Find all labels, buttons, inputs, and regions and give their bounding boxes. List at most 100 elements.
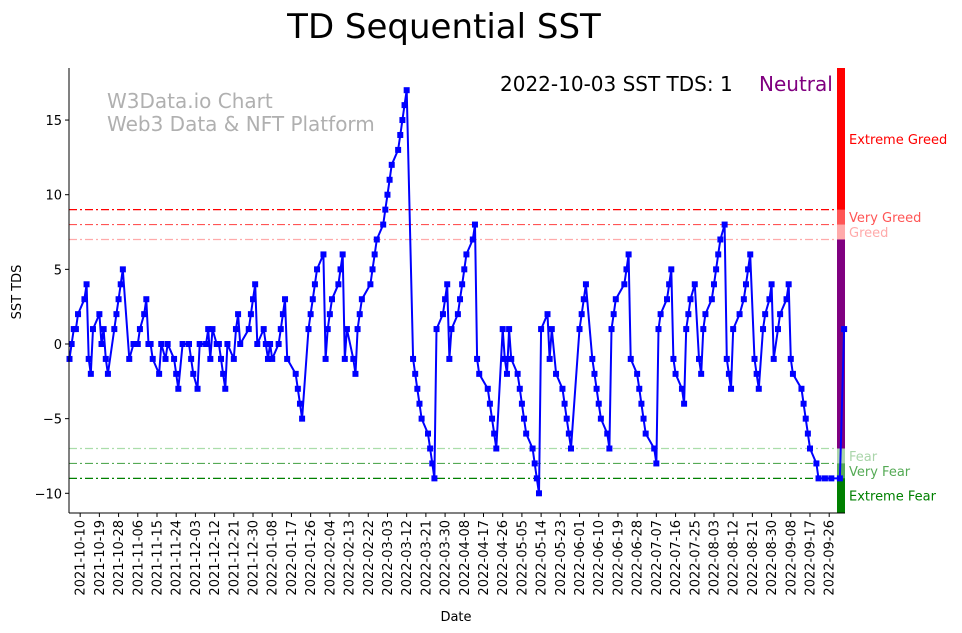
data-point [224,341,231,347]
data-point [745,266,752,273]
data-point [721,221,728,228]
data-point [72,326,79,333]
data-point [352,370,359,377]
x-tick-label: 2022-01-17 [285,520,300,596]
x-tick-label: 2022-03-21 [419,520,434,596]
data-point [314,266,321,273]
data-point [798,385,805,392]
data-point [207,355,214,362]
data-point [292,370,299,377]
y-ticks: 15 10 5 0 −5 −10 [35,114,69,502]
data-point [800,400,807,407]
data-point [664,296,671,303]
x-tick-label: 2022-09-26 [823,520,838,596]
x-tick-label: 2021-10-19 [93,520,108,596]
data-point [621,281,628,288]
data-point [205,326,212,333]
data-point [75,311,82,318]
data-point [489,415,496,422]
data-point [736,311,743,318]
data-point [277,326,284,333]
x-tick-label: 2022-04-17 [477,520,492,596]
watermark-line2: Web3 Data & NFT Platform [107,112,375,136]
data-point [220,370,227,377]
data-point [702,311,709,318]
data-point [164,341,171,347]
data-point [305,326,312,333]
annotation-status: Neutral [759,72,833,96]
data-point [678,385,685,392]
data-point [294,385,301,392]
zone-band [837,209,845,225]
data-point [491,430,498,437]
data-point [685,311,692,318]
data-point [328,296,335,303]
x-tick-label: 2022-01-26 [304,520,319,596]
data-point [723,355,730,362]
data-point [254,341,261,347]
data-point [158,341,165,347]
data-point [597,415,604,422]
data-point [401,102,408,109]
y-tick-label: −5 [43,413,62,428]
zone-band [837,239,845,449]
data-point [247,311,254,318]
zone-label: Greed [849,226,888,241]
data-point [237,341,244,347]
data-point [595,400,602,407]
data-point [774,326,781,333]
data-point [299,415,306,422]
data-point [343,326,350,333]
data-point [531,460,538,467]
x-tick-label: 2021-12-21 [227,520,242,596]
data-point [516,385,523,392]
zone-label: Very Fear [849,465,911,480]
x-tick-label: 2021-10-28 [112,520,127,596]
data-point [354,326,361,333]
data-point [403,87,410,94]
data-point [625,251,632,258]
data-point [416,400,423,407]
x-tick-label: 2022-02-13 [343,520,358,596]
zone-band [837,478,845,513]
data-point [715,251,722,258]
data-point [143,296,150,303]
data-point [610,311,617,318]
data-point [190,370,197,377]
data-point [806,445,813,452]
data-point [260,326,267,333]
data-point [322,355,329,362]
data-point [514,370,521,377]
data-point [252,281,259,288]
data-point [717,236,724,243]
data-point [196,341,203,347]
data-point [433,326,440,333]
watermark-line1: W3Data.io Chart [107,89,273,113]
data-point [444,281,451,288]
x-tick-label: 2022-05-23 [554,520,569,596]
data-point [264,355,271,362]
data-point [666,281,673,288]
data-point [535,490,542,497]
data-point [337,266,344,273]
x-tick-label: 2022-06-28 [631,520,646,596]
x-tick-label: 2022-07-16 [669,520,684,596]
data-point [768,281,775,288]
data-point [696,355,703,362]
data-point [380,221,387,228]
data-point [501,355,508,362]
x-tick-label: 2022-05-05 [515,520,530,596]
series-sst-tds [66,87,848,497]
x-tick-label: 2022-04-26 [496,520,511,596]
data-point [612,296,619,303]
data-point [471,221,478,228]
x-tick-label: 2022-07-25 [688,520,703,596]
data-point [230,355,237,362]
zone-label: Extreme Greed [849,133,947,148]
data-point [209,326,216,333]
data-point [747,251,754,258]
data-point [326,311,333,318]
data-point [218,355,225,362]
data-point [461,266,468,273]
x-ticks: 2021-10-10 2021-10-19 2021-10-28 2021-11-06… [74,513,838,596]
